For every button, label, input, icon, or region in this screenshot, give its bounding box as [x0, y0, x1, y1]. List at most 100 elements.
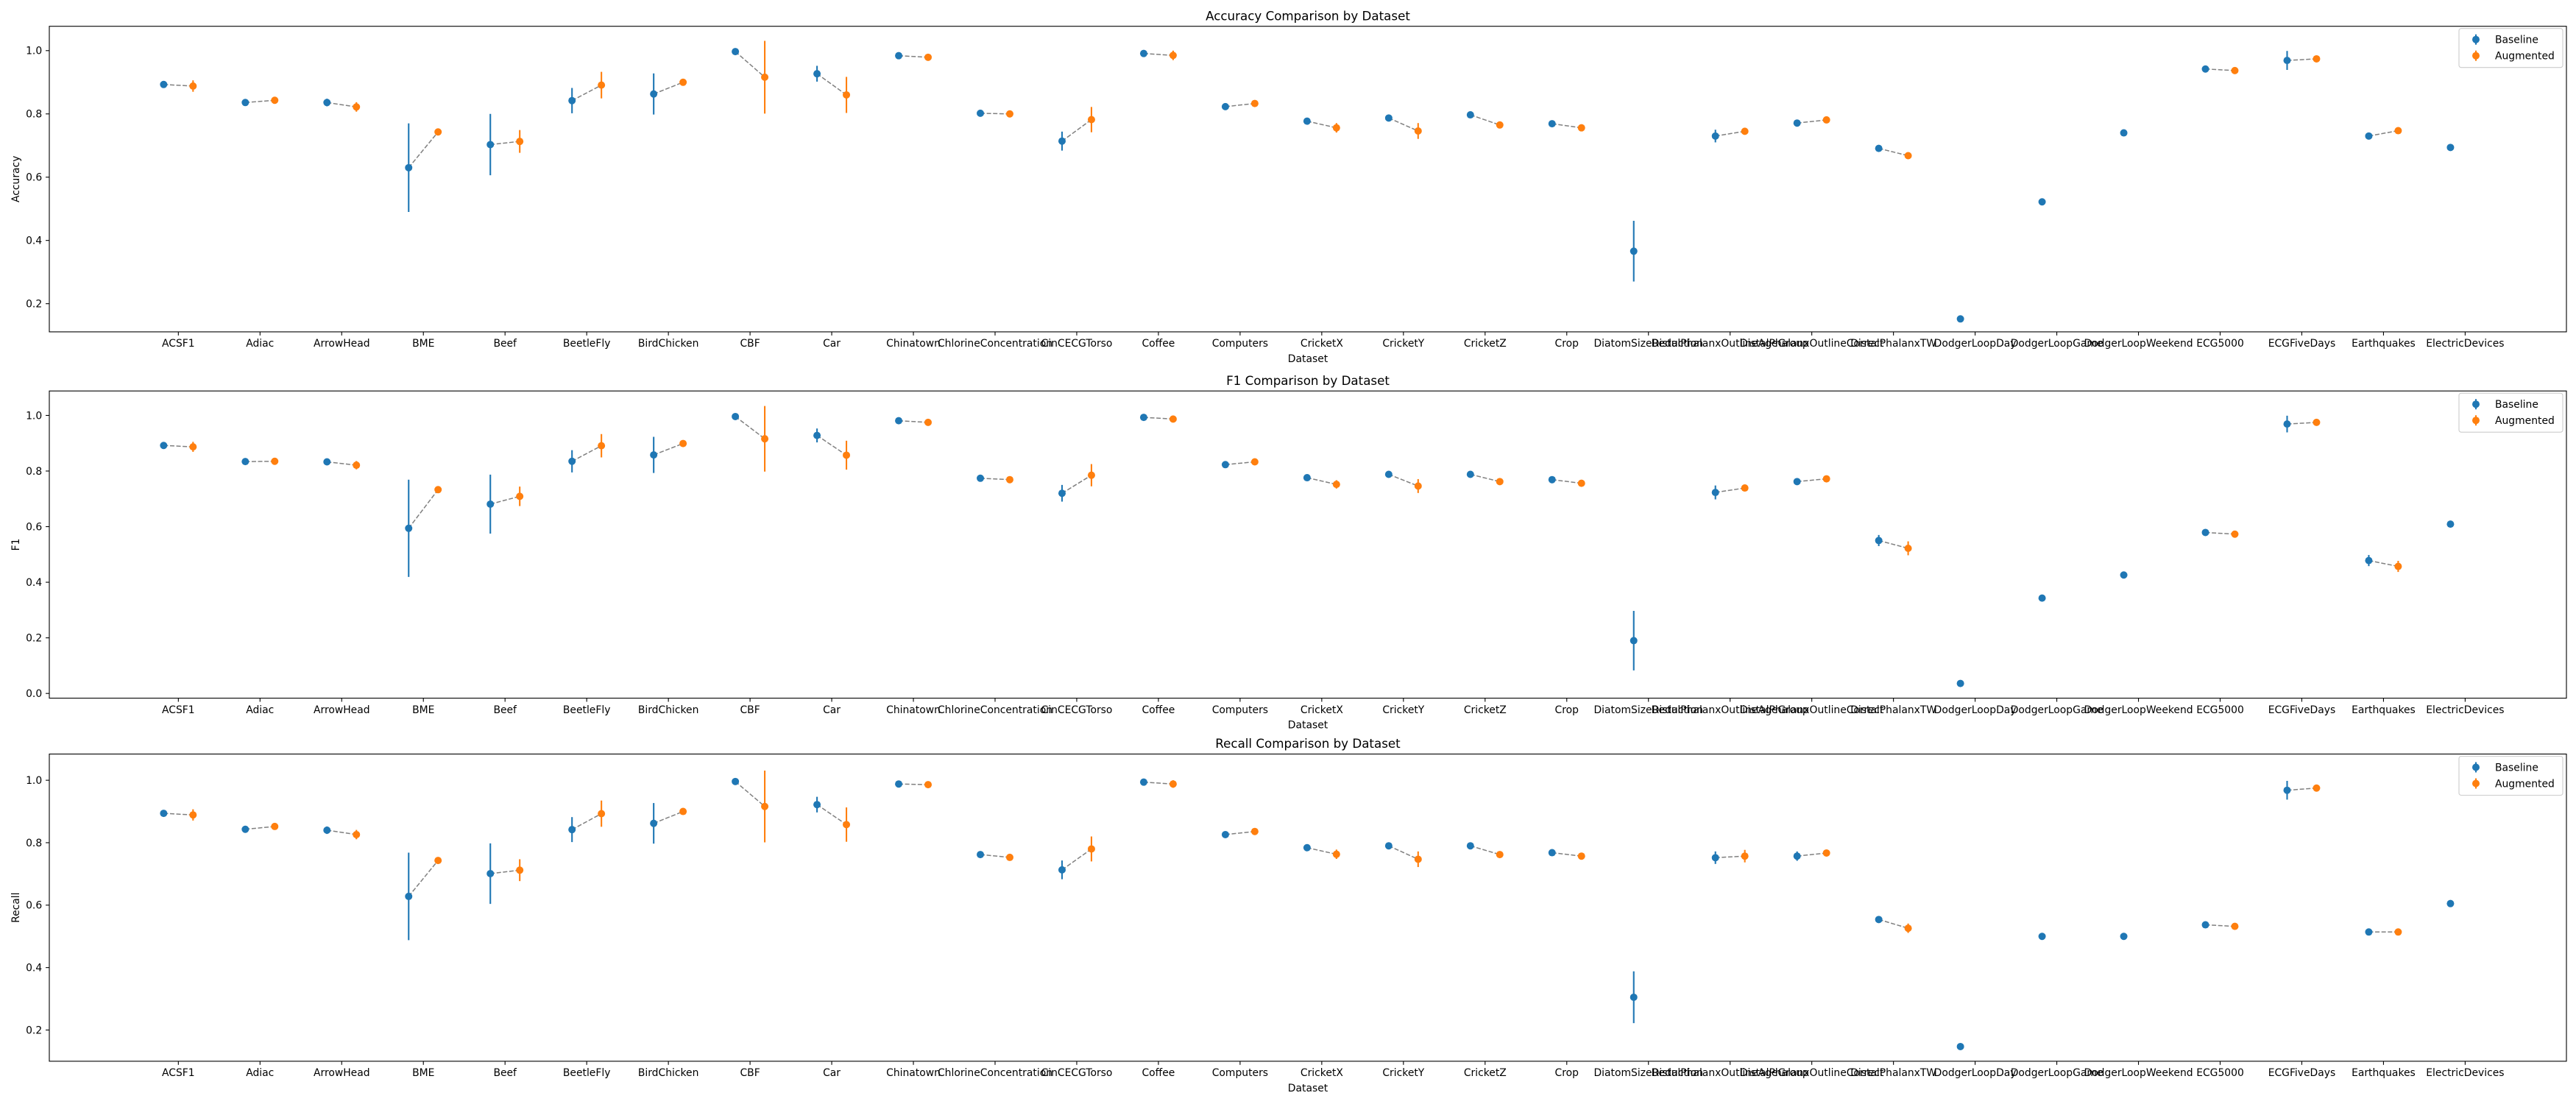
connector-line	[1143, 417, 1173, 420]
baseline-point	[1630, 993, 1638, 1001]
x-tick-label: ECG5000	[2196, 1067, 2244, 1079]
augmented-point	[189, 82, 197, 90]
baseline-point	[1221, 102, 1229, 110]
baseline-point	[405, 163, 413, 171]
baseline-point	[1058, 489, 1066, 498]
connector-line	[1715, 487, 1745, 493]
x-tick-label: ChlorineConcentration	[938, 338, 1052, 350]
chart-title: F1 Comparison by Dataset	[1226, 373, 1390, 388]
x-tick-label: Earthquakes	[2352, 704, 2416, 716]
augmented-point	[434, 486, 442, 494]
baseline-point	[1548, 475, 1556, 484]
x-axis: ACSF1 Adiac ArrowHead BME Beef BeetleFly BirdC…	[162, 698, 2505, 716]
subplot-accuracy: Accuracy Comparison by Dataset Dataset Acc…	[10, 8, 2567, 365]
chart-title: Accuracy Comparison by Dataset	[1206, 8, 1410, 23]
connector-line	[1388, 117, 1419, 132]
x-tick-label: DiatomSizeReduction	[1593, 704, 1703, 716]
connector-lines	[163, 781, 2399, 933]
x-tick-label: DistalPhalanxTW	[1850, 704, 1936, 716]
baseline-point	[1466, 111, 1474, 119]
baseline-series	[160, 777, 2455, 1050]
x-tick-label: BME	[412, 1067, 434, 1079]
legend-entry-baseline: Baseline	[2472, 762, 2538, 774]
augmented-point	[1087, 471, 1095, 479]
connector-line	[1470, 845, 1500, 855]
connector-line	[1878, 539, 1908, 549]
baseline-point	[2283, 420, 2291, 428]
y-tick-label: 0.4	[26, 236, 42, 247]
augmented-point	[434, 128, 442, 136]
connector-line	[1388, 845, 1419, 860]
augmented-point	[1577, 124, 1585, 132]
baseline-point	[1548, 120, 1556, 128]
baseline-point	[2201, 65, 2209, 73]
legend-entry-baseline: Baseline	[2472, 35, 2538, 46]
baseline-series	[160, 412, 2455, 687]
augmented-point	[843, 91, 851, 99]
connector-line	[571, 813, 602, 830]
augmented-point	[598, 810, 606, 818]
baseline-point	[1221, 830, 1229, 838]
connector-line	[163, 813, 194, 815]
connector-line	[2205, 531, 2235, 535]
plot-area	[49, 754, 2566, 1061]
baseline-point	[2038, 198, 2046, 206]
axes-frame	[49, 753, 2567, 1062]
baseline-point	[1875, 144, 1883, 152]
x-tick-label: Coffee	[1142, 704, 1175, 716]
connector-line	[980, 478, 1011, 481]
augmented-point	[843, 451, 851, 459]
baseline-point	[977, 474, 985, 482]
x-tick-label: DiatomSizeReduction	[1593, 1067, 1703, 1079]
x-tick-label: Beef	[493, 338, 517, 350]
legend-marker-augmented	[2472, 50, 2480, 61]
baseline-point	[813, 801, 821, 809]
connector-line	[571, 445, 602, 462]
baseline-point	[2120, 571, 2128, 579]
chart-title: Recall Comparison by Dataset	[1215, 736, 1401, 751]
connector-line	[1470, 114, 1501, 126]
connector-line	[327, 102, 357, 108]
x-tick-label: CricketZ	[1464, 338, 1507, 350]
x-tick-label: Chinatown	[886, 338, 941, 350]
y-tick-label: 0.6	[26, 521, 42, 533]
baseline-point	[486, 141, 495, 149]
connector-line	[653, 810, 684, 824]
augmented-point	[1496, 121, 1504, 129]
baseline-point	[1139, 49, 1147, 57]
connector-line	[653, 82, 684, 95]
x-tick-label: ACSF1	[162, 1067, 195, 1079]
x-tick-label: Crop	[1555, 338, 1579, 350]
baseline-point	[1711, 132, 1719, 140]
connector-line	[408, 489, 439, 529]
connector-line	[1551, 852, 1582, 857]
baseline-point	[1711, 489, 1719, 497]
connector-line	[571, 84, 602, 102]
legend-frame	[2458, 392, 2563, 433]
connector-line	[1306, 120, 1337, 129]
augmented-point	[516, 866, 524, 874]
baseline-point	[2038, 594, 2046, 602]
baseline-point	[1384, 470, 1393, 478]
x-tick-label: DodgerLoopWeekend	[2084, 1067, 2193, 1079]
baseline-point	[1956, 1042, 1964, 1050]
baseline-point	[1303, 474, 1311, 482]
x-tick-label: DistalPhalanxOutlineCorrect	[1740, 338, 1884, 350]
baseline-point	[2201, 921, 2209, 929]
x-tick-label: Adiac	[246, 1067, 274, 1079]
axes-frame	[49, 390, 2567, 699]
connector-line	[1225, 830, 1255, 835]
augmented-point	[1250, 99, 1259, 107]
y-axis: 0.2 0.4 0.6 0.8 1.0	[26, 46, 49, 311]
augmented-series	[189, 40, 2402, 160]
legend-frame	[2458, 28, 2563, 68]
connector-line	[245, 826, 275, 830]
augmented-point	[1250, 458, 1259, 466]
x-tick-label: ECG5000	[2196, 704, 2244, 716]
x-tick-label: BME	[412, 338, 434, 350]
augmented-point	[1005, 475, 1013, 484]
x-tick-label: DistalPhalanxOutlineAgeGroup	[1652, 338, 1809, 350]
augmented-point	[2394, 127, 2402, 135]
legend: Baseline Augmented	[2458, 755, 2563, 796]
x-tick-label: CricketZ	[1464, 704, 1507, 716]
